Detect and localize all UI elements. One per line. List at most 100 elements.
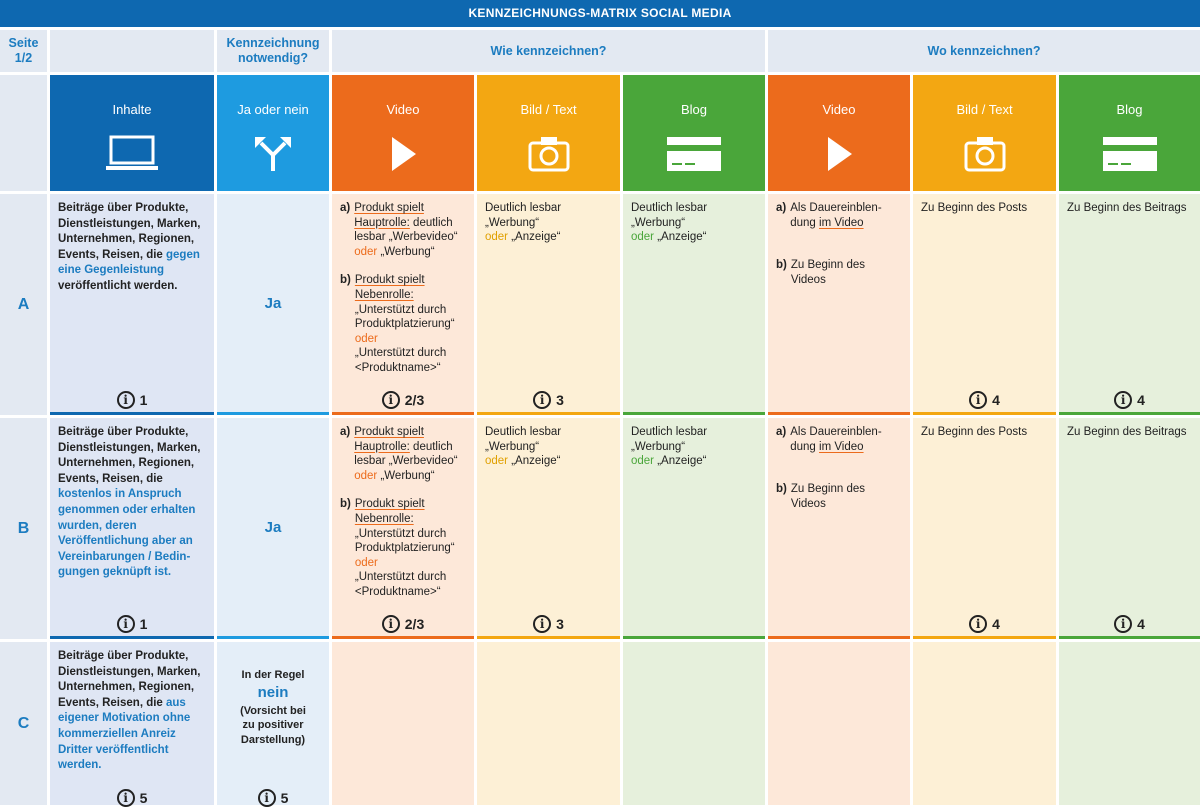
row-a-bar-ja	[217, 412, 329, 415]
or-connector: oder	[485, 455, 509, 468]
row-b-content: Beiträge über Produkte, Dienstleistungen…	[50, 418, 214, 639]
row-b-where-a-ul: im Video	[819, 440, 864, 453]
row-a-bild-text: Deutlich lesbar „Werbung“	[485, 202, 562, 229]
ref-number: 5	[280, 790, 289, 806]
row-b-video-where: a) Als Dauereinblen­dung im Video b) Zu Be…	[768, 418, 910, 639]
row-b-where-a-text: Als Dauereinblen­dung	[790, 426, 882, 453]
row-a-video-where: a) Als Dauereinblen­dung im Video b) Zu Be…	[768, 194, 910, 415]
category-label: Inhalte	[112, 102, 152, 117]
ref-number: 1	[139, 392, 148, 408]
row-b-bar-ja	[217, 636, 329, 639]
row-c-decision: In der Regel nein (Vorsicht bei zu posit…	[217, 642, 329, 805]
row-a-bild-where: Zu Beginn des Posts	[913, 194, 1056, 415]
row-b-blog-text2: „Anzeige“	[654, 455, 707, 468]
camera-icon	[528, 137, 569, 172]
row-b-video-how: a) Produkt spielt Hauptrolle: deutlich le…	[332, 418, 474, 639]
header-where: Wo kennzeichnen?	[768, 30, 1200, 72]
row-a-blog-text2: „Anzeige“	[654, 231, 707, 244]
row-a-video-how: a) Produkt spielt Hauptrolle: deutlich le…	[332, 194, 474, 415]
or-connector: oder	[485, 231, 509, 244]
category-inhalte: Inhalte	[50, 75, 214, 191]
row-b-bar-video	[332, 636, 474, 639]
page-indicator-label: Seite 1/2	[8, 36, 39, 65]
row-b-video-a-text: deutlich lesbar „Werbevideo“	[354, 440, 458, 468]
ref-number: 2/3	[404, 616, 425, 632]
option-label: b)	[776, 259, 787, 272]
row-b-video-option-b: b) Produkt spielt Nebenrolle: „Unterstützt…	[340, 497, 466, 599]
row-b-bar-bild	[477, 636, 620, 639]
page-indicator: Seite 1/2	[0, 30, 47, 72]
row-c-video-where	[768, 642, 910, 805]
camera-icon	[964, 137, 1005, 172]
option-label: b)	[776, 483, 787, 496]
row-c-blog-where	[1059, 642, 1200, 805]
row-label-a: A	[0, 194, 47, 415]
row-b-video-b-text: „Unterstützt durch Produktplatzierung“	[354, 527, 455, 555]
info-icon: i	[1114, 615, 1133, 633]
row-a-blog-where: Zu Beginn des Beitrags	[1059, 194, 1200, 415]
option-label: a)	[776, 202, 787, 214]
row-a-blog-text: Deutlich lesbar „Werbung“	[631, 202, 708, 229]
row-b-video-option-a: a) Produkt spielt Hauptrolle: deutlich le…	[340, 425, 466, 483]
row-a-where-a-ul: im Video	[819, 216, 864, 229]
row-b-bar-video-w	[768, 636, 910, 639]
info-icon: i	[969, 391, 988, 409]
category-bild-text-how: Bild / Text	[477, 75, 620, 191]
row-a-where-option-b: b) Zu Beginn des Videos	[776, 258, 902, 287]
row-a-where-option-a: a) Als Dauereinblen­dung im Video	[776, 201, 902, 230]
page-title: KENNZEICHNUNGS-MATRIX SOCIAL MEDIA	[0, 0, 1200, 27]
ref-number: 4	[1137, 616, 1145, 632]
ref-number: 2/3	[404, 392, 425, 408]
row-a-video-option-b: b) Produkt spielt Nebenrolle: „Unterstützt…	[340, 273, 466, 375]
ref-number: 4	[992, 616, 1000, 632]
info-icon: i	[381, 391, 400, 409]
ref-number: 3	[556, 616, 564, 632]
row-a-where-a-text: Als Dauereinblen­dung	[790, 202, 882, 229]
blog-card-icon	[667, 137, 721, 171]
row-c-decision-pre: In der Regel	[241, 669, 305, 681]
row-c-bild-where	[913, 642, 1056, 805]
ref-number: 3	[556, 392, 564, 408]
row-b-blog-how: Deutlich lesbar „Werbung“ oder „Anzeige“	[623, 418, 765, 639]
row-a-bild-how: Deutlich lesbar „Werbung“ oder „Anzeige“	[477, 194, 620, 415]
info-icon: i	[116, 789, 135, 807]
row-a-content-post: veröffentlicht werden.	[58, 279, 178, 292]
row-a-video-option-a: a) Produkt spielt Hauptrolle: deutlich le…	[340, 201, 466, 259]
info-icon: i	[116, 615, 135, 633]
blog-card-icon	[1102, 137, 1157, 171]
row-a-video-a-text: deutlich lesbar „Werbevideo“	[354, 216, 458, 244]
row-a-ref-video[interactable]: i 2/3	[332, 389, 474, 411]
row-c-decision-note: (Vorsicht bei zu positiver Darstellung)	[240, 704, 306, 746]
option-label: a)	[776, 426, 787, 438]
header-blank	[50, 30, 214, 72]
or-connector: oder	[354, 556, 378, 569]
or-connector: oder	[631, 455, 655, 468]
row-a-video-a-text2: „Werbung“	[377, 245, 435, 258]
category-ja-nein: Ja oder nein	[217, 75, 329, 191]
row-a-content: Beiträge über Produkte, Dienstleistungen…	[50, 194, 214, 415]
header-where-label: Wo kennzeichnen?	[927, 43, 1041, 58]
row-a-bar-inhalte	[50, 412, 214, 415]
header-need-label: Kennzeichnung notwendig?	[226, 36, 320, 65]
ref-number: 5	[139, 790, 148, 806]
row-label-b: B	[0, 418, 47, 639]
category-label: Blog	[1116, 102, 1143, 117]
row-a-bar-blog-w	[1059, 412, 1200, 415]
row-a-where-b-text: Zu Beginn des Videos	[790, 259, 866, 286]
header-how-label: Wie kennzeichnen?	[490, 43, 607, 58]
row-b-bild-text2: „Anzeige“	[508, 455, 561, 468]
row-b-ref-video[interactable]: i 2/3	[332, 613, 474, 635]
row-a-bild-text2: „Anzeige“	[508, 231, 561, 244]
row-a-decision: Ja	[217, 194, 329, 412]
row-b-bar-blog	[623, 636, 765, 639]
